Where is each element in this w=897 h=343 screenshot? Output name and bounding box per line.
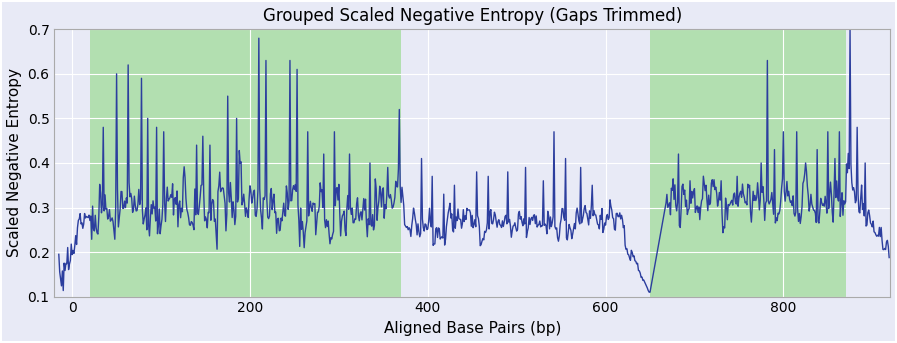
Y-axis label: Scaled Negative Entropy: Scaled Negative Entropy <box>7 69 22 258</box>
Bar <box>90 29 401 297</box>
X-axis label: Aligned Base Pairs (bp): Aligned Base Pairs (bp) <box>384 321 561 336</box>
Bar <box>650 29 846 297</box>
Title: Grouped Scaled Negative Entropy (Gaps Trimmed): Grouped Scaled Negative Entropy (Gaps Tr… <box>263 7 682 25</box>
